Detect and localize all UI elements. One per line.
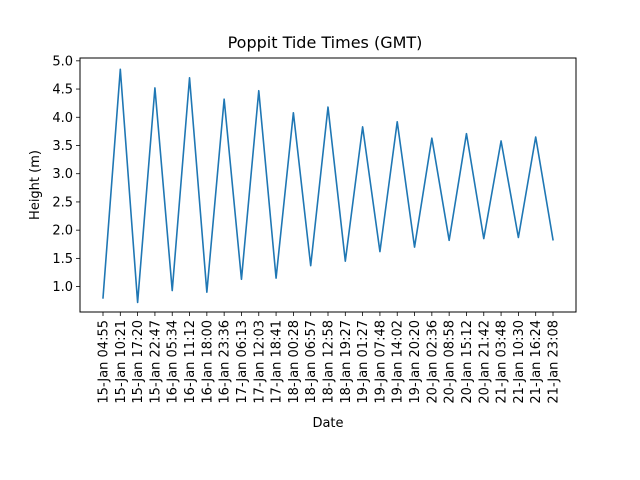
x-tick-label: 16-Jan 05:34 (166, 320, 181, 404)
x-tick-label: 20-Jan 21:42 (477, 320, 492, 404)
x-tick-label: 18-Jan 12:58 (322, 320, 337, 404)
x-tick-label: 17-Jan 18:41 (270, 320, 285, 404)
x-tick-label: 15-Jan 22:47 (148, 320, 163, 404)
tide-height-line (102, 68, 554, 304)
y-tick-label: 3.5 (52, 139, 73, 154)
y-tick-label: 5.0 (52, 54, 73, 69)
x-tick-label: 20-Jan 08:58 (443, 320, 458, 404)
x-tick-label: 17-Jan 12:03 (252, 320, 267, 404)
plot-frame (79, 57, 577, 313)
x-tick-label: 20-Jan 02:36 (425, 320, 440, 404)
ticks-layer: 1.01.52.02.53.03.54.04.55.015-Jan 04:55 1… (52, 54, 561, 403)
x-tick-label: 16-Jan 18:00 (200, 320, 215, 404)
y-tick-label: 2.5 (52, 195, 73, 210)
x-tick-label: 19-Jan 14:02 (391, 320, 406, 404)
x-tick-label: 16-Jan 11:12 (183, 320, 198, 404)
y-tick-label: 4.0 (52, 111, 73, 126)
y-tick-label: 2.0 (52, 224, 73, 239)
x-tick-label: 15-Jan 04:55 (97, 320, 112, 404)
x-tick-label: 15-Jan 17:20 (131, 320, 146, 404)
x-tick-label: 19-Jan 07:48 (373, 320, 388, 404)
x-axis-label: Date (312, 416, 343, 431)
y-tick-label: 1.5 (52, 252, 73, 267)
x-tick-label: 15-Jan 10:21 (114, 320, 129, 404)
x-tick-label: 20-Jan 15:12 (460, 320, 475, 404)
chart-title: Poppit Tide Times (GMT) (228, 33, 423, 52)
x-tick-label: 18-Jan 00:28 (287, 320, 302, 404)
x-tick-label: 21-Jan 23:08 (547, 320, 562, 404)
x-tick-label: 21-Jan 16:24 (529, 320, 544, 404)
x-tick-label: 19-Jan 01:27 (356, 320, 371, 404)
y-tick-label: 1.0 (52, 280, 73, 295)
y-tick-label: 3.0 (52, 167, 73, 182)
x-tick-label: 16-Jan 23:36 (218, 320, 233, 404)
x-tick-label: 21-Jan 10:30 (512, 320, 527, 404)
x-tick-label: 18-Jan 06:57 (304, 320, 319, 404)
x-tick-label: 19-Jan 20:20 (408, 320, 423, 404)
x-tick-label: 21-Jan 03:48 (495, 320, 510, 404)
x-tick-label: 17-Jan 06:13 (235, 320, 250, 404)
y-axis-label: Height (m) (28, 150, 43, 220)
x-tick-label: 18-Jan 19:27 (339, 320, 354, 404)
y-tick-label: 4.5 (52, 83, 73, 98)
